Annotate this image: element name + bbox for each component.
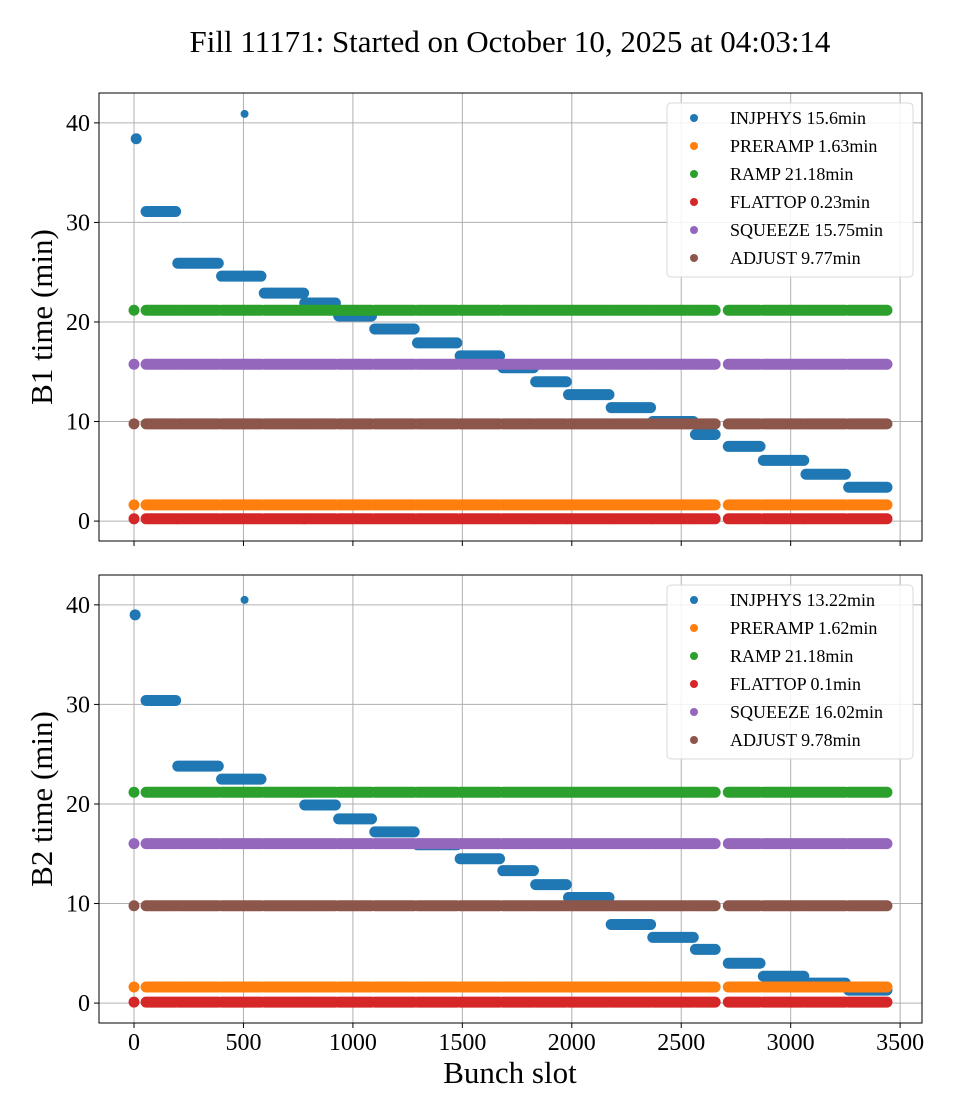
data-point [128,786,140,798]
x-tick-label: 3500 [876,1030,924,1056]
series-ramp [128,304,893,316]
legend-marker-ramp [690,170,698,178]
data-point [128,304,140,316]
data-point [128,418,140,430]
x-tick-label: 1500 [438,1030,486,1056]
legend-marker-squeeze [690,226,698,234]
data-point [128,996,140,1008]
series-squeeze [128,358,893,370]
legend-entry-preramp: PRERAMP 1.62min [730,618,877,638]
legend-marker-adjust [690,254,698,262]
legend-marker-flattop [690,198,698,206]
legend-marker-flattop [690,680,698,688]
plot-area [128,595,893,1008]
x-axis-label: Bunch slot [443,1055,577,1090]
legend-marker-preramp [690,142,698,150]
chart-title: Fill 11171: Started on October 10, 2025 … [190,24,831,59]
y-tick-label: 20 [66,310,90,336]
x-tick-label: 1000 [329,1030,377,1056]
data-point [128,838,140,850]
axes-frame [98,574,923,1024]
x-tick-label: 0 [128,1030,140,1056]
y-tick-label: 10 [66,892,90,918]
series-preramp [128,499,893,511]
legend: INJPHYS 13.22min PRERAMP 1.62min RAMP 21.1… [666,584,914,760]
y-tick-label: 0 [78,991,90,1017]
data-point [240,109,249,118]
data-point [128,358,140,370]
legend-marker-adjust [690,736,698,744]
data-point [130,133,142,145]
x-tick-label: 500 [225,1030,261,1056]
x-tick-label: 2000 [548,1030,596,1056]
legend-marker-preramp [690,624,698,632]
legend-marker-squeeze [690,708,698,716]
x-tick-label: 3000 [767,1030,815,1056]
legend-box [666,102,914,278]
legend-entry-squeeze: SQUEEZE 15.75min [730,220,883,240]
data-point [128,499,140,511]
series-adjust [128,418,893,430]
y-tick-label: 10 [66,410,90,436]
data-point [128,981,140,993]
ticks: 0 500 1000 1500 2000 2500 3000 3500 0 10 20 30 40 [66,593,924,1056]
legend-entry-preramp: PRERAMP 1.63min [730,136,877,156]
legend: INJPHYS 15.6min PRERAMP 1.63min RAMP 21.18… [666,102,914,278]
y-tick-label: 20 [66,792,90,818]
legend-marker-ramp [690,652,698,660]
y-tick-label: 40 [66,593,90,619]
legend-entry-injphys: INJPHYS 15.6min [730,108,866,128]
axes-frame [98,92,923,542]
ticks: 0 10 20 30 40 [66,111,901,546]
y-tick-label: 40 [66,111,90,137]
plot-area [128,109,893,525]
data-point [128,900,140,912]
panel-b2: 0 500 1000 1500 2000 2500 3000 3500 0 10 20 30 40 B2 … [24,574,924,1056]
legend-marker-injphys [690,114,698,122]
data-point [129,609,141,621]
legend-marker-injphys [690,596,698,604]
legend-entry-squeeze: SQUEEZE 16.02min [730,702,883,722]
panel-b1: 0 10 20 30 40 B1 time (min) INJPHYS 15.6min PRE… [24,92,923,546]
series-adjust [128,900,893,912]
y-tick-label: 0 [78,509,90,535]
legend-box [666,584,914,760]
y-axis-label: B2 time (min) [24,711,59,887]
legend-entry-adjust: ADJUST 9.77min [730,248,861,268]
y-tick-label: 30 [66,692,90,718]
legend-entry-flattop: FLATTOP 0.1min [730,674,861,694]
series-ramp [128,786,893,798]
data-point [128,513,140,525]
x-tick-label: 2500 [657,1030,705,1056]
y-axis-label: B1 time (min) [24,229,59,405]
series-squeeze [128,838,893,850]
legend-entry-injphys: INJPHYS 13.22min [730,590,875,610]
y-tick-label: 30 [66,210,90,236]
legend-entry-flattop: FLATTOP 0.23min [730,192,870,212]
series-preramp [128,981,893,993]
legend-entry-ramp: RAMP 21.18min [730,164,853,184]
data-point [240,595,249,604]
series-flattop [128,513,893,525]
legend-entry-ramp: RAMP 21.18min [730,646,853,666]
legend-entry-adjust: ADJUST 9.78min [730,730,861,750]
series-flattop [128,996,893,1008]
